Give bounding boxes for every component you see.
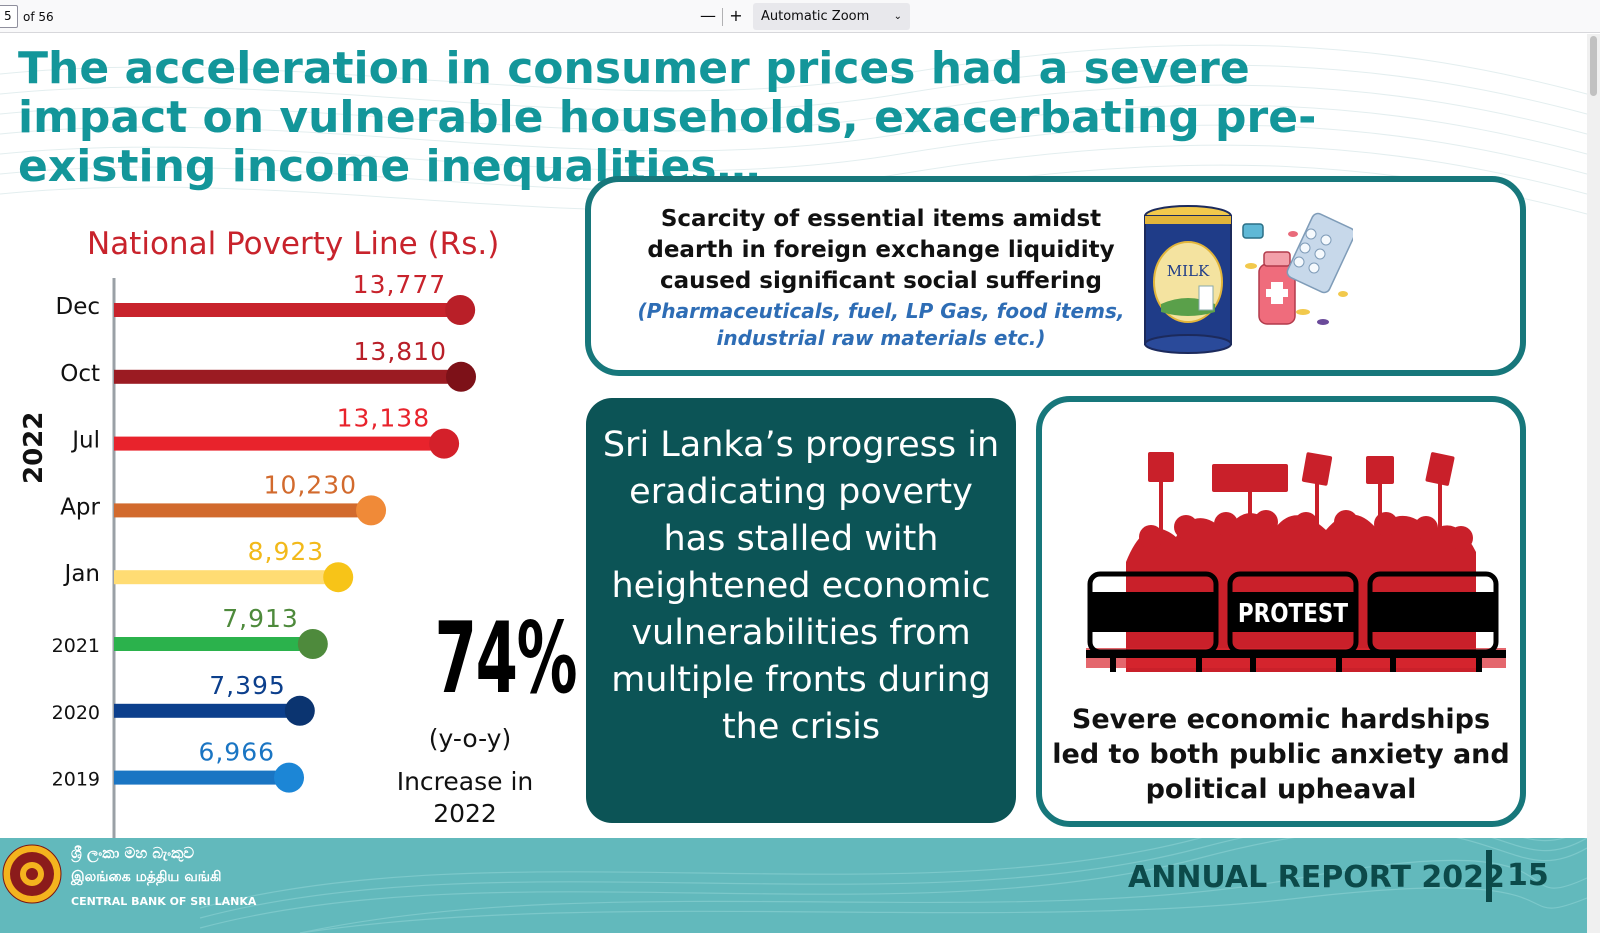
zoom-select-label: Automatic Zoom bbox=[761, 9, 870, 24]
data-label: 13,777 bbox=[353, 274, 446, 299]
bar-end-dot bbox=[297, 629, 328, 659]
page-headline: The acceleration in consumer prices had … bbox=[18, 43, 1317, 192]
toolbar-divider bbox=[722, 8, 723, 26]
scarcity-text: Scarcity of essential items amidst deart… bbox=[647, 206, 1115, 294]
increase-label: Increase in 2022 bbox=[396, 767, 534, 828]
tick-label: Apr bbox=[60, 494, 100, 520]
zoom-in-button[interactable]: + bbox=[729, 6, 743, 25]
data-label: 6,966 bbox=[198, 738, 275, 767]
tick-label: Dec bbox=[55, 294, 100, 320]
tick-label: 2019 bbox=[52, 769, 100, 791]
data-label: 7,913 bbox=[222, 604, 299, 633]
zoom-out-button[interactable]: — bbox=[700, 6, 716, 25]
page-number-input[interactable]: 5 bbox=[0, 5, 18, 28]
footer-swirl bbox=[199, 838, 1587, 933]
zoom-select[interactable]: Automatic Zoom ⌄ bbox=[753, 3, 910, 30]
hardship-text: Severe economic hardships led to both pu… bbox=[1052, 704, 1510, 805]
hardship-box: PROTEST Severe economic hardships led to… bbox=[1036, 396, 1526, 827]
data-label: 8,923 bbox=[248, 537, 325, 566]
scarcity-examples: (Pharmaceuticals, fuel, LP Gas, food ite… bbox=[637, 299, 1125, 350]
milk-and-medicine-illustration: MILK bbox=[1144, 205, 1353, 354]
tick-label: Oct bbox=[60, 361, 100, 387]
bar-end-dot bbox=[446, 361, 476, 392]
tick-label: 2021 bbox=[52, 635, 100, 657]
bar-end-dot bbox=[445, 295, 476, 325]
protest-illustration: PROTEST bbox=[1086, 452, 1506, 672]
bar-end-dot bbox=[323, 562, 354, 593]
bank-name-english: CENTRAL BANK OF SRI LANKA bbox=[71, 895, 257, 908]
scrollbar-thumb[interactable] bbox=[1590, 36, 1597, 96]
protest-sign-text: PROTEST bbox=[1238, 598, 1349, 628]
tick-label: Jan bbox=[63, 561, 100, 587]
viewer-toolbar: 5 of 56 — + Automatic Zoom ⌄ bbox=[0, 0, 1600, 33]
bar bbox=[114, 369, 461, 384]
poverty-line-chart: 13,777 Dec 13,810 Oct 13,138 Jul 10,230 Apr 8,92… bbox=[52, 274, 476, 842]
bar bbox=[114, 436, 445, 451]
data-label: 7,395 bbox=[209, 671, 286, 700]
bar bbox=[114, 303, 461, 317]
bank-name-sinhala: ශ්‍රී ලංකා මහ බැංකුව bbox=[71, 844, 195, 862]
bar-end-dot bbox=[274, 762, 305, 793]
poverty-progress-text: Sri Lanka’s progress in eradicating pove… bbox=[602, 425, 1000, 747]
bar-end-dot bbox=[356, 495, 387, 526]
vertical-scrollbar[interactable] bbox=[1587, 34, 1600, 933]
slide-page-number: 15 bbox=[1507, 858, 1549, 893]
annual-report-label: ANNUAL REPORT 2022 bbox=[1128, 860, 1505, 895]
bar bbox=[114, 703, 300, 718]
tick-label: Jul bbox=[70, 428, 100, 454]
data-label: 13,810 bbox=[354, 337, 447, 366]
report-page: The acceleration in consumer prices had … bbox=[0, 34, 1587, 933]
increase-percent: 74% bbox=[434, 602, 578, 716]
yoy-label: (y-o-y) bbox=[428, 724, 512, 753]
page-footer: ශ්‍රී ලංකා මහ බැංකුව இலங்கை மத்திய வங்கி… bbox=[0, 838, 1587, 933]
footer-divider bbox=[1486, 850, 1492, 902]
bank-name-tamil: இலங்கை மத்திய வங்கி bbox=[71, 869, 222, 885]
poverty-progress-box: Sri Lanka’s progress in eradicating pove… bbox=[586, 398, 1016, 823]
chevron-down-icon: ⌄ bbox=[893, 11, 902, 22]
chart-title: National Poverty Line (Rs.) bbox=[87, 226, 500, 262]
data-label: 13,138 bbox=[337, 404, 430, 433]
central-bank-logo bbox=[2, 844, 62, 904]
bar-end-dot bbox=[284, 695, 315, 726]
milk-can-label: MILK bbox=[1167, 262, 1210, 280]
bar-end-dot bbox=[429, 428, 460, 459]
page-count-label: of 56 bbox=[23, 10, 54, 24]
scarcity-box: Scarcity of essential items amidst deart… bbox=[585, 176, 1526, 376]
tick-label: 2020 bbox=[52, 702, 100, 724]
bar bbox=[114, 770, 290, 785]
data-label: 10,230 bbox=[264, 470, 357, 499]
bar bbox=[114, 570, 339, 585]
bar bbox=[114, 637, 313, 651]
bar bbox=[114, 503, 372, 518]
